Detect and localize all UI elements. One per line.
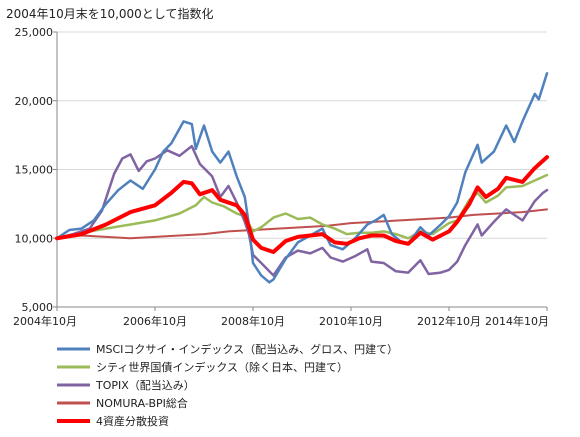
chart-title: 2004年10月末を10,000として指数化 xyxy=(6,6,213,21)
legend-label: MSCIコクサイ・インデックス（配当込み、グロス、円建て） xyxy=(96,342,398,356)
legend-label: TOPIX（配当込み） xyxy=(95,378,195,392)
series-line xyxy=(56,208,548,240)
legend-label: 4資産分散投資 xyxy=(96,414,169,428)
y-tick-label: 15,000 xyxy=(15,164,54,177)
y-tick-label: 10,000 xyxy=(15,232,54,245)
grid xyxy=(57,31,547,239)
legend: MSCIコクサイ・インデックス（配当込み、グロス、円建て） シティ世界国債インデッ… xyxy=(57,342,398,428)
series-lines xyxy=(55,72,549,284)
x-tick-label: 2004年10月 xyxy=(13,314,77,328)
series-line xyxy=(55,72,549,284)
y-tick-label: 20,000 xyxy=(15,95,54,108)
x-tick-label: 2006年10月 xyxy=(123,314,187,328)
series-line xyxy=(55,155,549,254)
legend-label: シティ世界国債インデックス（除く日本、円建て） xyxy=(96,360,348,374)
series-line xyxy=(55,173,549,240)
legend-label: NOMURA-BPI総合 xyxy=(96,396,188,410)
series-line xyxy=(55,144,549,277)
x-tick-label: 2010年10月 xyxy=(319,314,383,328)
y-tick-label: 5,000 xyxy=(22,301,54,314)
x-tick-label: 2008年10月 xyxy=(221,314,285,328)
x-tick-label: 2014年10月 xyxy=(485,314,549,328)
x-tick-label: 2012年10月 xyxy=(417,314,481,328)
axes: 5,000 10,000 15,000 20,000 25,000 2004年10月 200… xyxy=(13,26,549,328)
y-tick-label: 25,000 xyxy=(15,26,54,39)
